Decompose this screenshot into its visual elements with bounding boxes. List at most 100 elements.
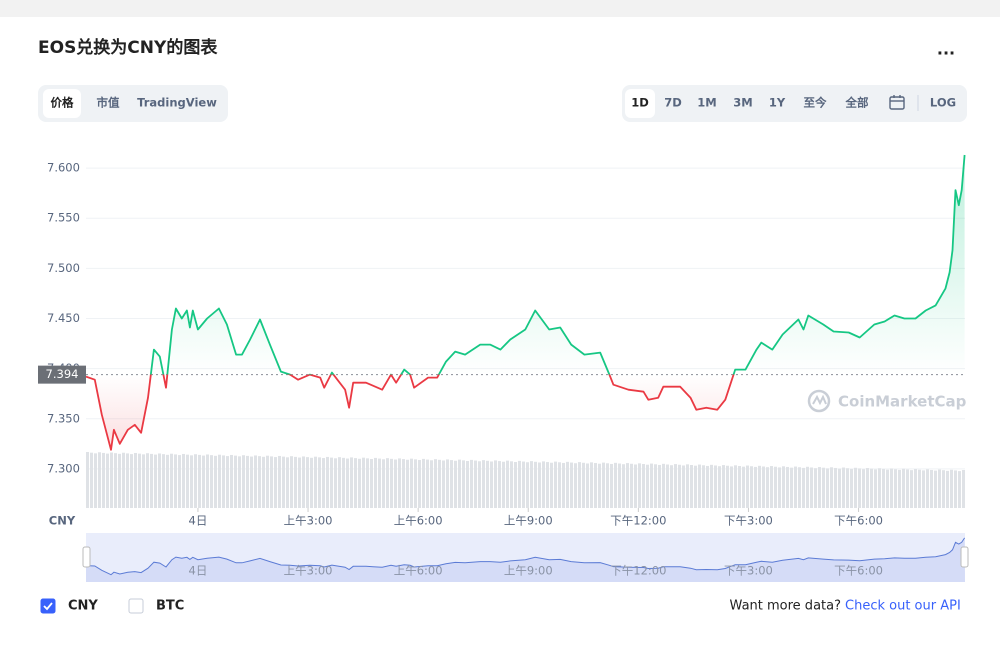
volume-bar: [462, 460, 465, 508]
volume-bar: [630, 463, 633, 508]
volume-bar: [678, 464, 681, 508]
navigator-tick-label: 上午6:00: [394, 564, 443, 578]
volume-bar: [858, 468, 861, 508]
y-tick-label: 7.450: [47, 311, 80, 325]
y-tick-label: 7.500: [47, 261, 80, 275]
navigator-tick-label: 上午9:00: [504, 564, 553, 578]
range-tab[interactable]: 1D: [631, 96, 649, 110]
y-tick-label: 7.350: [47, 411, 80, 425]
volume-bar: [962, 470, 965, 508]
volume-bar: [650, 463, 653, 508]
volume-bar: [294, 456, 297, 508]
volume-bar: [582, 462, 585, 508]
volume-bar: [426, 459, 429, 508]
volume-bar: [706, 465, 709, 508]
volume-bar: [906, 469, 909, 508]
volume-bar: [378, 458, 381, 508]
y-tick-label: 7.300: [47, 461, 80, 475]
range-tab[interactable]: 3M: [733, 96, 752, 110]
volume-bar: [674, 464, 677, 508]
view-tab[interactable]: TradingView: [137, 96, 217, 110]
volume-bar: [194, 454, 197, 508]
volume-bar: [186, 454, 189, 508]
range-tab[interactable]: 1Y: [769, 96, 786, 110]
x-tick-label: 上午9:00: [504, 514, 553, 528]
volume-bar: [750, 466, 753, 508]
baseline-label-bg: [38, 365, 86, 384]
navigator[interactable]: [86, 533, 965, 582]
volume-bar: [474, 460, 477, 508]
volume-bar: [86, 452, 89, 508]
navigator-tick-label: 下午12:00: [610, 564, 666, 578]
volume-bar: [314, 456, 317, 508]
volume-bar: [434, 459, 437, 508]
menu-button[interactable]: ...: [937, 40, 955, 59]
navigator-tick-label: 上午3:00: [284, 564, 333, 578]
navigator-handle[interactable]: [82, 546, 91, 568]
checkbox[interactable]: [128, 598, 144, 614]
volume-bar: [938, 469, 941, 508]
volume-bar: [778, 467, 781, 508]
volume-bar: [658, 464, 661, 508]
checkbox[interactable]: [40, 598, 56, 614]
volume-bar: [538, 462, 541, 508]
view-tab[interactable]: 市值: [97, 96, 120, 110]
volume-bar: [482, 460, 485, 508]
volume-bar: [502, 461, 505, 508]
volume-bar: [562, 462, 565, 508]
volume-bar: [98, 452, 101, 508]
navigator-handle[interactable]: [960, 546, 969, 568]
range-tab[interactable]: 7D: [664, 96, 682, 110]
volume-bar: [814, 468, 817, 508]
y-axis-label: CNY: [49, 514, 76, 528]
volume-bar: [386, 458, 389, 508]
navigator-tick-label: 下午3:00: [724, 564, 773, 578]
volume-bar: [150, 453, 153, 508]
volume-bar: [398, 458, 401, 508]
volume-bar: [334, 458, 337, 508]
watermark-text: CoinMarketCap: [838, 393, 967, 411]
volume-bar: [690, 465, 693, 508]
volume-bar: [126, 453, 129, 508]
volume-bar: [610, 463, 613, 508]
x-tick-label: 4日: [189, 514, 208, 528]
volume-bar: [510, 461, 513, 508]
volume-bar: [734, 465, 737, 508]
volume-bar: [114, 453, 117, 508]
log-button[interactable]: LOG: [930, 96, 956, 110]
volume-bar: [198, 454, 201, 508]
volume-bar: [790, 467, 793, 508]
volume-bar: [290, 456, 293, 508]
volume-bar: [914, 469, 917, 508]
view-tab[interactable]: 价格: [51, 96, 74, 110]
range-tab[interactable]: 至今: [804, 96, 827, 110]
top-strip: [0, 0, 1000, 17]
volume-bar: [526, 462, 529, 508]
volume-bar: [138, 453, 141, 508]
volume-bar: [470, 459, 473, 508]
chart-title: EOS兑换为CNY的图表: [38, 37, 218, 58]
volume-bar: [666, 464, 669, 508]
range-tab[interactable]: 全部: [845, 96, 869, 110]
volume-bar: [106, 453, 109, 508]
api-prompt: Want more data?: [730, 599, 841, 614]
watermark: CoinMarketCap: [807, 389, 967, 413]
api-link[interactable]: Check out our API: [845, 599, 961, 614]
volume-bar: [182, 453, 185, 508]
volume-bar: [506, 460, 509, 508]
volume-bar: [162, 454, 165, 508]
volume-bar: [918, 469, 921, 508]
volume-bar: [898, 469, 901, 508]
range-tab[interactable]: 1M: [697, 96, 716, 110]
volume-bar: [818, 467, 821, 508]
volume-bar: [586, 463, 589, 508]
volume-bar: [210, 455, 213, 508]
volume-bar: [374, 457, 377, 508]
volume-bar: [326, 456, 329, 508]
volume-bar: [122, 452, 125, 508]
volume-bar: [930, 469, 933, 508]
volume-bar: [242, 455, 245, 508]
calendar-icon[interactable]: [889, 95, 905, 110]
volume-bar: [218, 454, 221, 508]
volume-bar: [766, 467, 769, 508]
